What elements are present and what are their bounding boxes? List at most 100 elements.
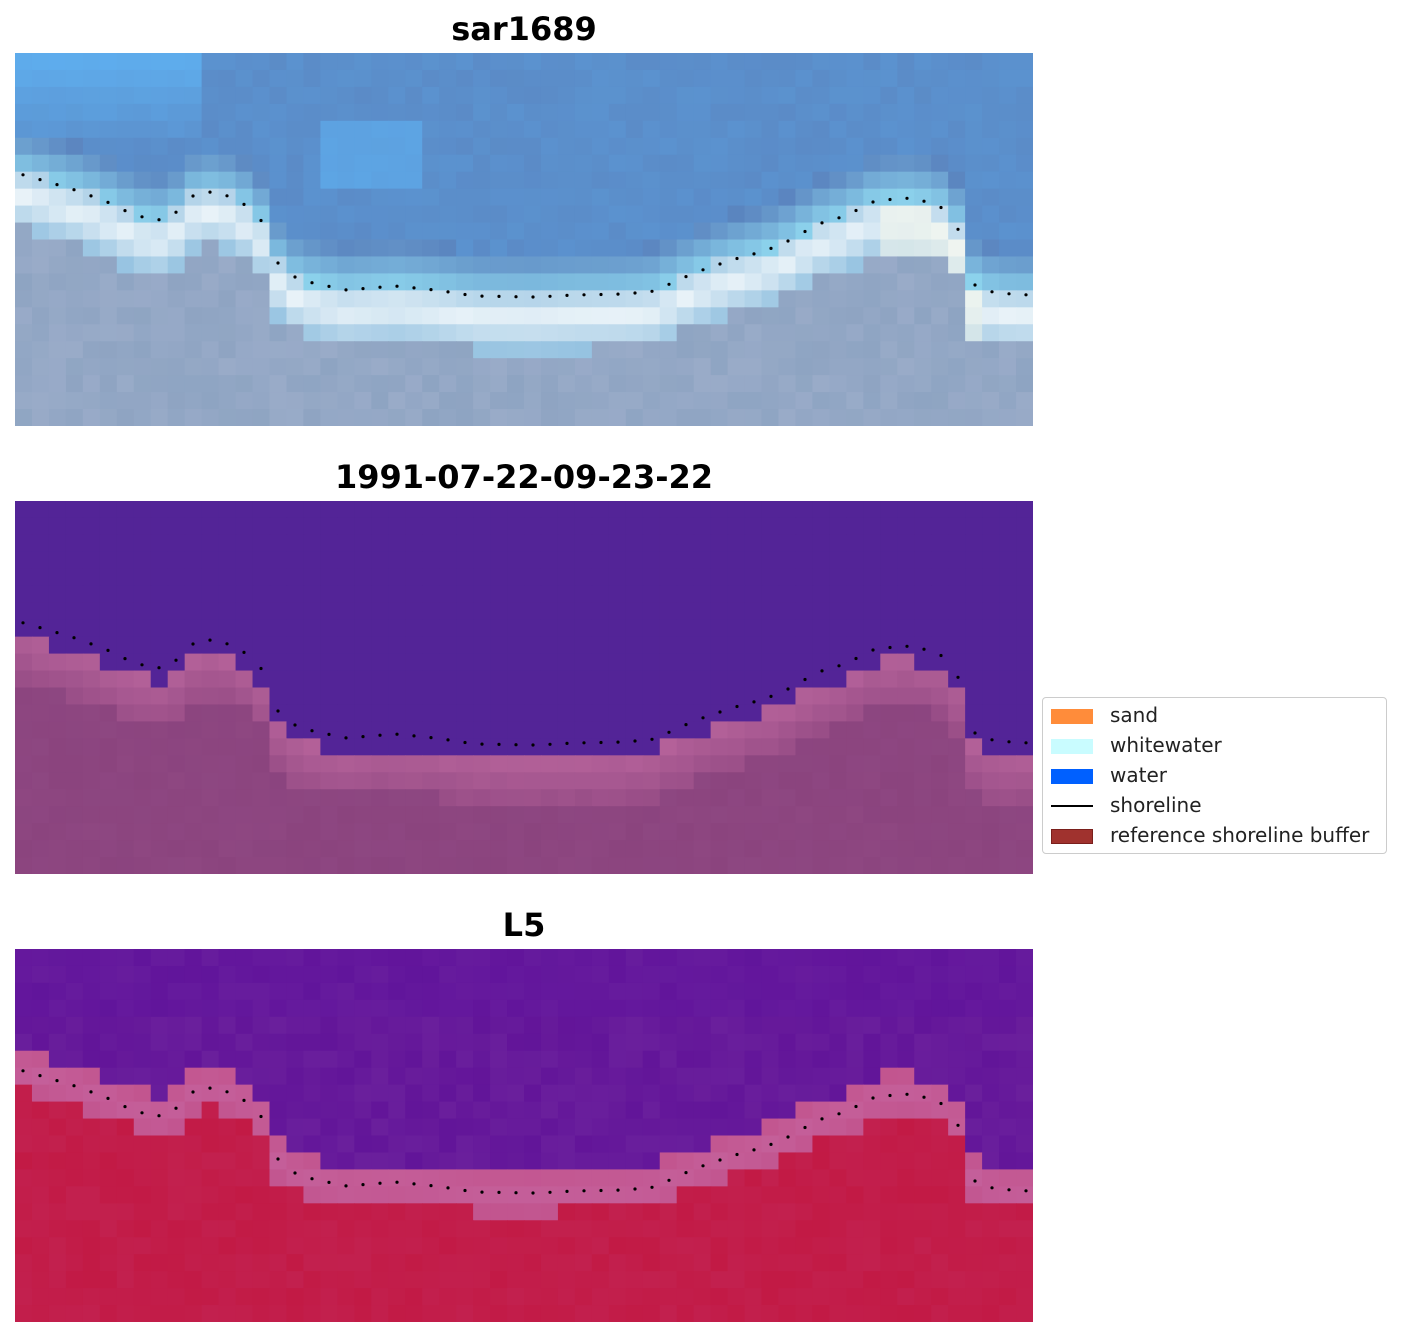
pixel-cell: [710, 171, 729, 190]
pixel-cell: [931, 341, 949, 359]
pixel-cell: [812, 290, 830, 308]
pixel-cell: [405, 53, 423, 71]
pixel-cell: [388, 1305, 406, 1322]
pixel-cell: [439, 222, 457, 241]
pixel-cell: [524, 256, 542, 274]
pixel-cell: [846, 69, 864, 88]
pixel-cell: [337, 375, 355, 393]
pixel-cell: [252, 409, 271, 426]
pixel-cell: [116, 653, 135, 672]
pixel-cell: [761, 602, 780, 621]
pixel-cell: [354, 358, 372, 376]
pixel-cell: [303, 1271, 321, 1289]
pixel-cell: [965, 1305, 983, 1322]
pixel-cell: [371, 392, 389, 410]
pixel-cell: [371, 772, 389, 790]
pixel-cell: [269, 965, 288, 984]
pixel-cell: [15, 501, 33, 519]
pixel-cell: [150, 205, 169, 224]
pixel-cell: [218, 501, 237, 519]
pixel-cell: [99, 1288, 118, 1306]
pixel-cell: [65, 1050, 84, 1069]
pixel-cell: [744, 1288, 763, 1306]
pixel-cell: [15, 1186, 33, 1204]
pixel-cell: [31, 670, 50, 689]
pixel-cell: [625, 341, 644, 359]
pixel-cell: [557, 721, 576, 739]
pixel-cell: [965, 602, 983, 621]
pixel-cell: [642, 823, 661, 841]
pixel-cell: [116, 137, 135, 156]
pixel-cell: [286, 551, 305, 570]
pixel-cell: [676, 755, 695, 773]
pixel-cell: [337, 358, 355, 376]
pixel-cell: [371, 840, 389, 858]
pixel-cell: [150, 738, 169, 756]
pixel-cell: [863, 137, 881, 156]
pixel-cell: [337, 1186, 355, 1204]
pixel-cell: [320, 857, 338, 874]
pixel-cell: [795, 256, 814, 274]
pixel-cell: [880, 1237, 898, 1255]
pixel-cell: [795, 171, 814, 190]
pixel-cell: [863, 806, 881, 824]
pixel-cell: [388, 1288, 406, 1306]
pixel-cell: [201, 324, 220, 342]
pixel-cell: [744, 670, 763, 689]
shoreline-point: [344, 1184, 348, 1188]
pixel-cell: [710, 755, 729, 773]
shoreline-point: [905, 1092, 909, 1096]
pixel-cell: [150, 53, 169, 71]
pixel-cell: [456, 823, 474, 841]
pixel-cell: [778, 1186, 797, 1204]
pixel-cell: [948, 409, 966, 426]
pixel-cell: [65, 982, 84, 1001]
pixel-cell: [897, 69, 915, 88]
pixel-cell: [999, 188, 1017, 207]
pixel-cell: [591, 636, 610, 655]
pixel-cell: [116, 517, 135, 536]
pixel-cell: [524, 687, 542, 706]
pixel-cell: [15, 1016, 33, 1035]
pixel-cell: [422, 86, 440, 105]
pixel-cell: [744, 551, 763, 570]
pixel-cell: [235, 273, 254, 291]
pixel-cell: [999, 1203, 1017, 1221]
pixel-cell: [167, 171, 186, 190]
pixel-cell: [184, 823, 203, 841]
pixel-cell: [65, 772, 84, 790]
pixel-cell: [965, 1135, 983, 1154]
pixel-cell: [710, 307, 729, 325]
pixel-cell: [116, 840, 135, 858]
pixel-cell: [388, 1067, 406, 1086]
pixel-cell: [574, 1033, 593, 1052]
shoreline-point: [446, 290, 450, 294]
pixel-cell: [608, 154, 627, 173]
classified-image-panel: [15, 501, 1033, 874]
pixel-cell: [693, 965, 712, 984]
pixel-cell: [795, 517, 814, 536]
pixel-cell: [829, 120, 847, 139]
pixel-cell: [880, 1271, 898, 1289]
pixel-cell: [1016, 358, 1033, 376]
pixel-cell: [490, 120, 508, 139]
shoreline-point: [701, 1164, 705, 1168]
pixel-cell: [456, 1033, 474, 1052]
pixel-cell: [778, 1118, 797, 1137]
pixel-cell: [405, 653, 423, 672]
pixel-cell: [133, 154, 152, 173]
pixel-cell: [863, 1152, 881, 1170]
pixel-cell: [761, 290, 780, 308]
legend-item-reference-buffer: reference shoreline buffer: [1043, 821, 1386, 849]
pixel-cell: [625, 103, 644, 122]
pixel-cell: [965, 1118, 983, 1137]
pixel-cell: [999, 1152, 1017, 1170]
pixel-cell: [201, 789, 220, 807]
pixel-cell: [252, 324, 271, 342]
pixel-cell: [812, 585, 830, 604]
pixel-cell: [439, 806, 457, 824]
pixel-cell: [48, 1288, 67, 1306]
pixel-cell: [303, 806, 321, 824]
pixel-cell: [540, 154, 559, 173]
pixel-cell: [490, 653, 508, 672]
